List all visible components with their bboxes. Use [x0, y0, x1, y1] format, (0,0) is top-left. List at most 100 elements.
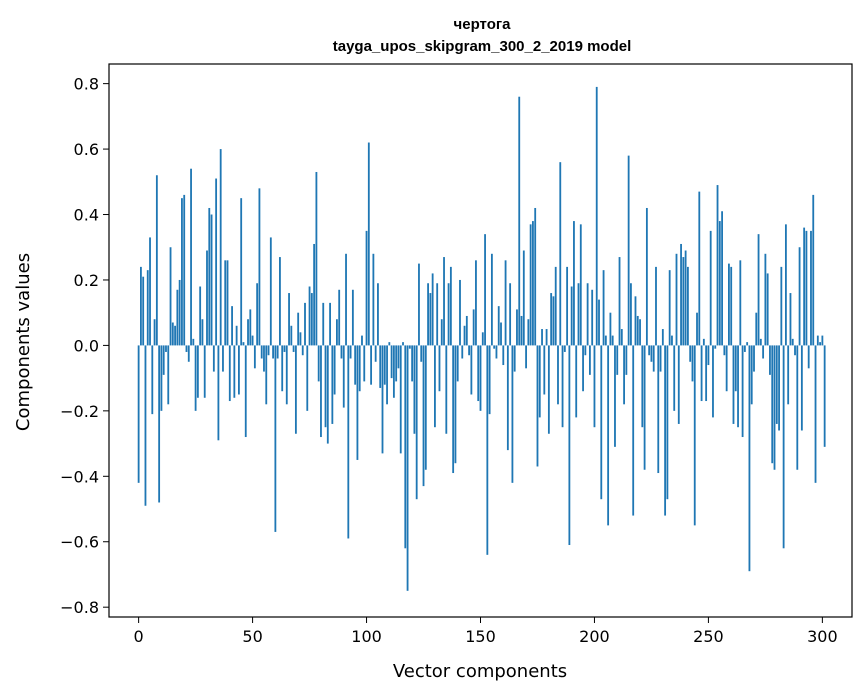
bar-282 — [780, 266, 783, 346]
y-tick-label: 0.4 — [74, 206, 99, 225]
bar-204 — [602, 270, 605, 346]
bar-151 — [481, 332, 484, 346]
bar-129 — [431, 273, 434, 346]
bar-297 — [814, 345, 817, 483]
bar-100 — [365, 230, 368, 346]
bar-43 — [235, 325, 238, 346]
bar-274 — [762, 345, 765, 359]
bar-40 — [228, 345, 231, 402]
bar-171 — [527, 319, 530, 346]
bar-131 — [436, 283, 439, 346]
bar-218 — [634, 296, 637, 346]
bar-294 — [807, 345, 810, 369]
bar-183 — [554, 266, 557, 346]
bar-81 — [322, 302, 325, 346]
bar-9 — [158, 345, 161, 503]
bar-0 — [137, 345, 140, 483]
bar-51 — [253, 345, 256, 369]
bar-234 — [671, 335, 673, 346]
y-tick-label: −0.4 — [60, 467, 99, 486]
y-tick-label: 0.6 — [74, 140, 99, 159]
bar-38 — [224, 260, 227, 346]
bar-76 — [310, 293, 313, 346]
bar-92 — [347, 345, 350, 539]
bar-109 — [386, 345, 388, 405]
bar-58 — [269, 237, 272, 346]
bar-262 — [734, 345, 737, 392]
bar-136 — [447, 283, 450, 346]
bar-56 — [265, 345, 268, 405]
x-axis: 0 50 100 150 200 250 300 — [134, 617, 838, 646]
bar-232 — [666, 345, 669, 500]
bar-284 — [784, 224, 787, 346]
bar-211 — [618, 257, 621, 346]
bar-298 — [816, 335, 819, 346]
bar-20 — [183, 194, 186, 346]
bar-53 — [258, 188, 261, 346]
y-tick-label: −0.6 — [60, 533, 99, 552]
bar-102 — [370, 345, 373, 385]
bar-290 — [798, 247, 801, 346]
bar-50 — [251, 335, 254, 346]
bar-224 — [648, 345, 651, 356]
bar-257 — [723, 345, 726, 356]
bar-164 — [511, 345, 514, 483]
bar-89 — [340, 345, 343, 359]
bar-240 — [684, 250, 687, 346]
bar-196 — [584, 345, 587, 356]
bar-153 — [486, 345, 489, 555]
bar-251 — [709, 230, 712, 346]
bar-163 — [509, 283, 512, 346]
bar-6 — [151, 345, 154, 415]
bar-279 — [773, 345, 776, 470]
bar-188 — [566, 266, 569, 346]
bar-148 — [475, 260, 477, 346]
bar-72 — [301, 345, 304, 356]
bar-123 — [418, 263, 420, 346]
bar-57 — [267, 345, 270, 356]
bar-142 — [461, 345, 464, 359]
bar-191 — [573, 221, 575, 346]
bar-220 — [639, 319, 641, 346]
bar-96 — [356, 345, 359, 460]
bar-283 — [782, 345, 785, 549]
bar-194 — [579, 224, 582, 346]
bar-229 — [659, 345, 662, 372]
bar-243 — [691, 345, 694, 382]
bar-260 — [730, 266, 733, 346]
bar-65 — [285, 345, 288, 405]
bar-111 — [390, 345, 393, 379]
bar-74 — [306, 345, 309, 411]
bar-227 — [655, 266, 657, 346]
bar-255 — [718, 221, 721, 346]
bar-106 — [379, 345, 382, 388]
bar-78 — [315, 171, 318, 346]
bar-8 — [155, 175, 158, 346]
bar-202 — [598, 299, 600, 346]
bar-29 — [203, 345, 206, 398]
bar-296 — [812, 194, 815, 346]
bar-228 — [657, 345, 660, 474]
bar-215 — [627, 155, 630, 346]
bar-201 — [595, 86, 598, 346]
bar-219 — [636, 315, 639, 346]
bar-258 — [725, 345, 728, 392]
bar-288 — [794, 345, 796, 356]
bar-150 — [479, 345, 482, 411]
bar-253 — [714, 345, 717, 349]
bar-132 — [438, 345, 441, 392]
bar-185 — [559, 162, 562, 346]
bar-143 — [463, 325, 466, 346]
bar-208 — [611, 335, 614, 346]
bar-177 — [541, 329, 543, 346]
bar-44 — [238, 345, 240, 395]
bar-281 — [778, 345, 780, 431]
bar-291 — [800, 345, 803, 431]
bar-15 — [171, 322, 174, 346]
bar-119 — [408, 345, 411, 349]
bar-203 — [600, 345, 603, 500]
bar-159 — [500, 322, 502, 346]
bar-247 — [700, 345, 703, 402]
bar-88 — [338, 289, 341, 346]
bar-192 — [575, 345, 578, 418]
